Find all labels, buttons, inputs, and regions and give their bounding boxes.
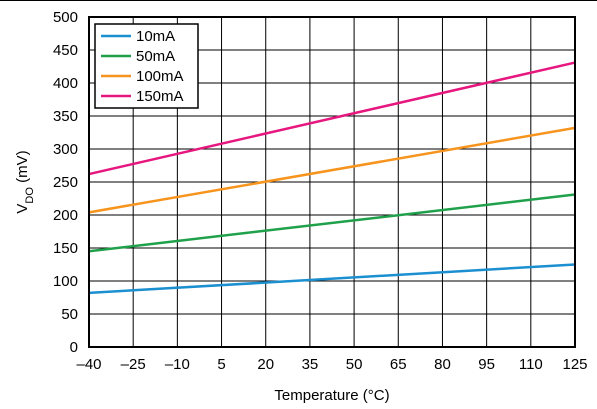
y-tick-label: 200 xyxy=(53,207,78,224)
legend-label: 150mA xyxy=(136,88,184,105)
series-line-150mA xyxy=(88,61,576,176)
y-tick-label: 0 xyxy=(70,339,78,356)
series-line-100mA xyxy=(88,126,576,214)
x-tick-label: 95 xyxy=(478,356,495,373)
series-line-50mA xyxy=(88,193,576,253)
top-rule xyxy=(0,0,597,1)
x-tick-label: –25 xyxy=(121,356,146,373)
x-tick-label: 20 xyxy=(257,356,274,373)
legend-label: 50mA xyxy=(136,48,175,65)
y-tick-label: 350 xyxy=(53,108,78,125)
x-axis-title: Temperature (°C) xyxy=(274,387,389,404)
legend-label: 100mA xyxy=(136,68,184,85)
x-tick-label: –10 xyxy=(165,356,190,373)
y-tick-label: 450 xyxy=(53,42,78,59)
legend: 10mA 50mA 100mA 150mA xyxy=(94,23,199,109)
series-lines xyxy=(88,61,576,295)
plot-frame xyxy=(88,16,576,348)
legend-box xyxy=(94,23,199,109)
x-tick-label: 50 xyxy=(346,356,363,373)
x-tick-label: 125 xyxy=(562,356,587,373)
y-tick-label: 400 xyxy=(53,75,78,92)
y-tick-label: 250 xyxy=(53,174,78,191)
x-tick-label: 5 xyxy=(217,356,225,373)
y-axis-title-main: V xyxy=(14,204,31,214)
x-tick-label: –40 xyxy=(76,356,101,373)
y-tick-labels: 0 50 100 150 200 250 300 350 400 450 500 xyxy=(53,9,78,356)
y-tick-label: 150 xyxy=(53,240,78,257)
y-tick-label: 500 xyxy=(53,9,78,26)
legend-label: 10mA xyxy=(136,28,175,45)
y-axis-title-subscript: DO xyxy=(24,187,36,204)
x-tick-label: 65 xyxy=(390,356,407,373)
y-tick-label: 50 xyxy=(61,306,78,323)
y-tick-label: 300 xyxy=(53,141,78,158)
x-tick-label: 35 xyxy=(302,356,319,373)
x-tick-label: 80 xyxy=(434,356,451,373)
x-tick-labels: –40 –25 –10 5 20 35 50 65 80 95 110 125 xyxy=(76,356,587,373)
y-axis-title: VDO (mV) xyxy=(14,150,36,213)
y-axis-title-unit: (mV) xyxy=(14,150,31,187)
series-line-10mA xyxy=(88,263,576,295)
y-tick-label: 100 xyxy=(53,273,78,290)
x-tick-label: 110 xyxy=(519,356,543,373)
